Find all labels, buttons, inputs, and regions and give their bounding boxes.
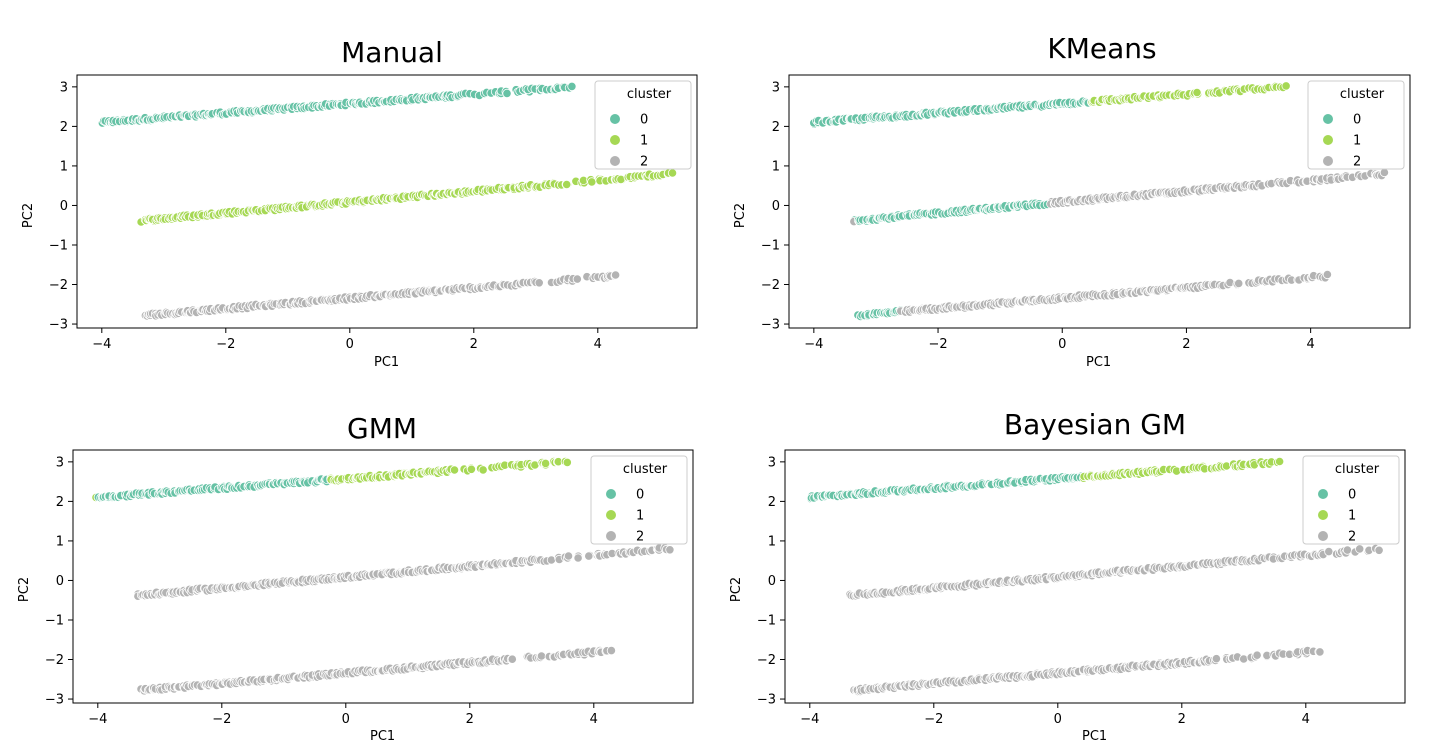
data-point xyxy=(1342,545,1353,555)
y-tick-label: 1 xyxy=(60,159,68,174)
legend-label: 1 xyxy=(1348,509,1356,524)
data-point xyxy=(1374,545,1384,555)
x-tick-label: −4 xyxy=(800,712,819,727)
data-point xyxy=(1324,546,1334,557)
x-axis-label: PC1 xyxy=(1082,729,1108,744)
y-tick-label: 2 xyxy=(768,495,776,510)
x-tick-label: −4 xyxy=(92,337,111,352)
legend-marker xyxy=(1318,489,1328,499)
y-tick-label: 1 xyxy=(768,534,776,549)
x-tick-label: 2 xyxy=(470,337,478,352)
chart-title: Manual xyxy=(341,36,443,69)
x-tick-label: 0 xyxy=(1054,712,1062,727)
y-tick-label: 0 xyxy=(60,199,68,214)
y-tick-label: −3 xyxy=(757,693,776,708)
x-tick-label: 0 xyxy=(346,337,354,352)
data-point xyxy=(567,81,577,92)
data-point xyxy=(1275,456,1285,467)
data-point xyxy=(1239,654,1249,664)
y-tick-label: 3 xyxy=(60,80,68,95)
data-point xyxy=(502,88,512,99)
x-tick-label: −2 xyxy=(924,712,943,727)
y-tick-label: −3 xyxy=(49,318,68,333)
data-point xyxy=(562,179,572,190)
data-point xyxy=(1252,650,1262,660)
y-tick-label: 3 xyxy=(768,455,776,470)
y-axis-label: PC2 xyxy=(729,576,745,603)
x-tick-label: −2 xyxy=(216,337,235,352)
legend-title: cluster xyxy=(1335,462,1380,477)
legend-marker xyxy=(1318,531,1328,541)
y-tick-label: −1 xyxy=(757,613,776,628)
legend-label: 2 xyxy=(1348,530,1356,545)
x-tick-label: 4 xyxy=(594,337,602,352)
data-point xyxy=(1355,544,1365,554)
scatter-points xyxy=(97,81,678,321)
y-tick-label: −2 xyxy=(49,278,68,293)
x-tick-label: 4 xyxy=(1302,712,1310,727)
data-point xyxy=(1315,647,1325,657)
legend: cluster 0 1 2 xyxy=(1302,455,1400,545)
data-point xyxy=(1211,654,1222,664)
y-tick-label: 0 xyxy=(768,574,776,589)
x-tick-label: 2 xyxy=(1178,712,1186,727)
legend-marker xyxy=(1318,510,1328,520)
y-tick-label: −1 xyxy=(49,238,68,253)
y-tick-label: −2 xyxy=(757,653,776,668)
y-tick-label: 2 xyxy=(60,120,68,135)
legend-label: 0 xyxy=(1348,488,1356,503)
